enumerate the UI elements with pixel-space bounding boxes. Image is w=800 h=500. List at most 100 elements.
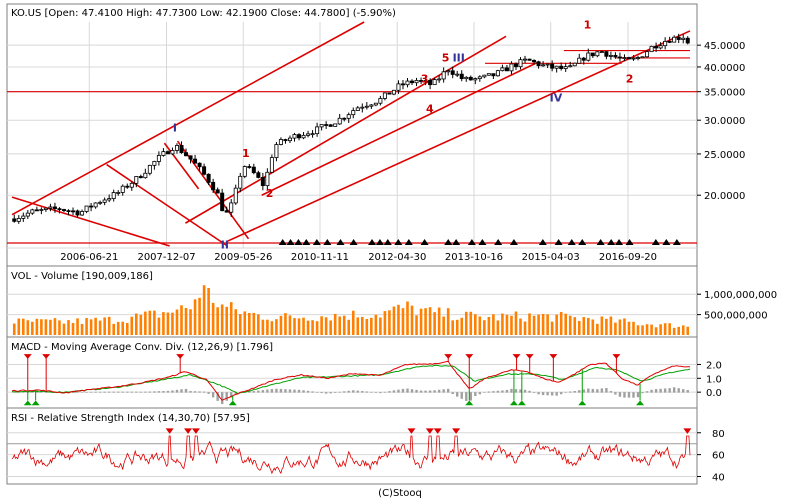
macd-histogram-bar [636, 392, 640, 398]
volume-bar [12, 323, 16, 335]
wave-label: III [453, 51, 465, 64]
credit-label: (C)Stooq [378, 488, 422, 499]
rsi-y-tick-label: 40 [712, 473, 725, 484]
candle-body [224, 210, 229, 213]
macd-histogram-bar [672, 387, 676, 393]
macd-histogram-bar [275, 388, 278, 393]
wave-label: 3 [421, 72, 429, 85]
volume-bar [428, 307, 432, 335]
wave-label: 2 [626, 72, 634, 85]
candle-body [649, 45, 654, 53]
macd-histogram-bar [98, 391, 102, 393]
candle-body [681, 37, 686, 40]
candle-body [400, 83, 405, 86]
volume-bar [243, 311, 247, 335]
candle-body [188, 155, 193, 160]
macd-buy-marker [23, 400, 32, 406]
macd-histogram-bar [207, 392, 210, 394]
signal-marker [494, 239, 503, 245]
volume-bar [361, 316, 364, 335]
candle-body [71, 210, 76, 213]
macd-histogram-bar [686, 390, 689, 393]
macd-y-axis: 2.0 1.0 0.0 [697, 360, 722, 399]
macd-histogram-bar [456, 392, 459, 397]
volume-bar [144, 311, 147, 335]
volume-bar [288, 315, 292, 335]
macd-histogram-bar [483, 392, 486, 393]
macd-sell-marker [176, 354, 185, 359]
volume-bar [89, 319, 93, 335]
candle-body [129, 182, 134, 188]
macd-buy-marker [465, 400, 474, 406]
macd-histogram-bar [623, 392, 626, 398]
candle-body [355, 107, 360, 111]
macd-buy-marker [228, 400, 237, 406]
macd-histogram-bar [171, 390, 174, 393]
macd-histogram-bar [121, 391, 124, 393]
macd-histogram-bar [478, 392, 482, 395]
macd-histogram-bar [650, 389, 653, 393]
macd-histogram-bar [270, 389, 274, 393]
macd-sell-marker [549, 354, 558, 359]
volume-bar [171, 312, 174, 335]
candle-body [48, 206, 53, 209]
candle-body [256, 172, 261, 178]
macd-histogram-bar [374, 392, 378, 393]
candle-body [174, 145, 179, 151]
volume-bar [53, 318, 57, 335]
signal-marker [286, 239, 295, 245]
macd-histogram-bar [311, 391, 314, 393]
wave-label: 5 [442, 51, 450, 64]
signal-marker [336, 239, 345, 245]
price-x-tick-label: 2009-05-26 [214, 252, 272, 263]
volume-bar [677, 326, 680, 335]
candle-body [382, 92, 387, 99]
candle-body [346, 114, 351, 119]
signal-marker [294, 239, 303, 245]
candle-body [550, 63, 555, 69]
volume-bar [229, 302, 233, 335]
volume-bar [663, 323, 667, 335]
rsi-sell-marker [683, 428, 692, 434]
candle-body [319, 124, 324, 128]
volume-bar [397, 304, 400, 335]
volume-bar [609, 316, 613, 335]
candle-body [292, 134, 297, 139]
macd-histogram-bar [582, 389, 585, 393]
signal-marker [444, 239, 453, 245]
volume-bar [483, 320, 486, 335]
volume-bar [311, 320, 314, 335]
macd-histogram-bar [573, 390, 576, 393]
candle-body [518, 59, 523, 68]
wave-label: I [173, 122, 177, 135]
wave-label: IV [550, 91, 563, 104]
macd-histogram-bar [266, 389, 269, 393]
macd-histogram-bar [230, 392, 233, 398]
candle-body [287, 137, 292, 142]
candle-body [613, 55, 618, 58]
candle-body [676, 36, 681, 40]
volume-bar [623, 318, 626, 335]
volume-bar [419, 308, 423, 335]
candle-body [410, 80, 415, 84]
candle-body [423, 80, 428, 82]
candle-body [599, 51, 604, 54]
macd-histogram-bar [591, 388, 595, 393]
macd-histogram-bar [130, 391, 133, 393]
volume-bar [189, 309, 192, 335]
volume-bar [555, 314, 558, 335]
candle-body [455, 73, 460, 76]
volume-bar [248, 312, 251, 335]
macd-histogram-bar [677, 388, 680, 393]
price-y-tick-label: 25.0000 [704, 150, 745, 161]
macd-histogram-bar [514, 389, 518, 393]
volume-bar [478, 316, 482, 335]
volume-bar [388, 310, 391, 335]
volume-bar [681, 325, 685, 335]
candle-body [464, 76, 469, 80]
volume-bar [501, 313, 504, 335]
candle-body [324, 124, 329, 126]
volume-bar [636, 325, 640, 335]
price-x-tick-label: 2012-04-30 [368, 252, 426, 263]
candle-body [658, 45, 663, 49]
